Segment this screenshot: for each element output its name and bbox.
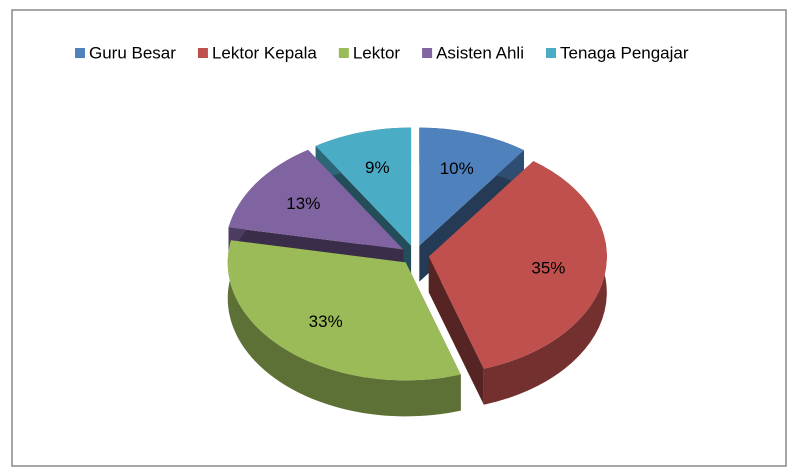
data-label: 9% [365,158,390,177]
data-label: 10% [440,159,474,178]
slice-side [428,256,484,405]
slice [228,149,404,250]
legend-label: Tenaga Pengajar [560,43,689,62]
data-label: 35% [531,259,565,278]
slice [315,127,412,246]
slice [227,240,461,381]
slice [428,161,607,369]
legend-label: Lektor [353,43,401,62]
data-label: 13% [286,194,320,213]
legend-marker [338,48,349,58]
legend-label: Lektor Kepala [212,43,317,62]
data-label: 33% [309,312,343,331]
slice [419,127,524,246]
legend-label: Asisten Ahli [436,43,524,62]
slice-side [227,240,461,417]
legend-marker [422,48,433,58]
legend-label: Guru Besar [89,43,176,62]
legend-marker [545,48,556,58]
legend-marker [197,48,208,58]
legend-marker [75,48,85,58]
